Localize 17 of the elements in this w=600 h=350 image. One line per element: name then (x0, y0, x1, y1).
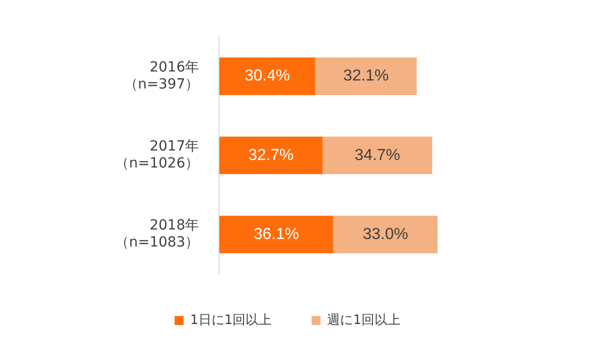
data-label: 36.1% (254, 226, 299, 243)
data-label: 33.0% (362, 226, 408, 243)
data-label: 32.7% (248, 146, 294, 164)
legend-label: 週に1回以上 (327, 312, 400, 328)
bar (315, 58, 417, 96)
bar (333, 216, 438, 254)
bar (219, 58, 316, 96)
bar (322, 136, 432, 174)
y-tick-label: 2018年（n=1083） (115, 218, 200, 251)
y-tick-label: 2017年（n=1026） (115, 138, 200, 172)
legend-label: 1日に1回以上 (190, 312, 272, 328)
y-tick-label: 2016年（n=397） (124, 60, 200, 92)
data-label: 32.1% (343, 68, 389, 85)
bar (219, 136, 323, 174)
bar (219, 216, 334, 254)
data-label: 30.4% (244, 68, 290, 85)
data-label: 34.7% (354, 146, 400, 164)
